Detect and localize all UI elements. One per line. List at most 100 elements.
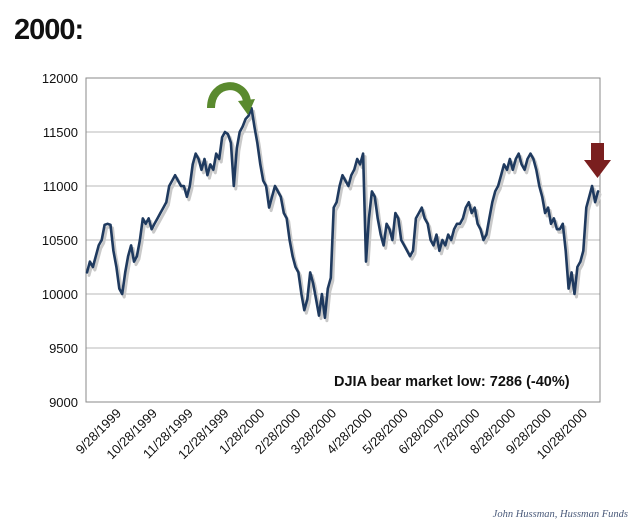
data-point [259, 163, 262, 166]
data-point [406, 250, 408, 252]
data-point [159, 212, 162, 214]
data-point [535, 169, 538, 171]
data-point [435, 233, 438, 236]
data-point [376, 217, 379, 220]
data-point [479, 228, 482, 230]
series-line-shadow [87, 109, 602, 323]
data-point [391, 239, 394, 241]
data-point [327, 287, 329, 290]
data-point [221, 136, 223, 139]
data-point [412, 250, 414, 252]
data-point [127, 255, 129, 257]
data-point [573, 293, 576, 295]
data-point [191, 163, 194, 166]
data-point [497, 185, 499, 187]
data-point [456, 223, 458, 225]
y-tick-label: 12000 [42, 71, 78, 86]
data-point [165, 201, 168, 203]
data-point [418, 212, 420, 214]
data-point [236, 147, 238, 149]
data-point [347, 185, 350, 187]
y-tick-label: 9000 [49, 395, 78, 410]
data-point [115, 266, 118, 268]
data-point [300, 293, 303, 295]
data-point [212, 169, 215, 171]
data-point [109, 224, 112, 226]
data-point [520, 163, 523, 166]
data-point [318, 314, 320, 317]
data-point [303, 309, 306, 312]
data-point [368, 217, 370, 220]
data-point [321, 293, 323, 295]
data-point [291, 255, 294, 257]
data-point [183, 185, 185, 187]
data-point [485, 233, 488, 236]
data-point [579, 260, 582, 263]
data-point [359, 163, 361, 166]
data-point [203, 158, 206, 160]
y-tick-label: 11500 [43, 125, 78, 140]
data-point [438, 250, 441, 252]
data-point [306, 298, 309, 301]
data-point [350, 174, 353, 176]
data-point [209, 163, 212, 166]
data-point [262, 179, 265, 182]
data-point [156, 217, 159, 220]
data-point [441, 239, 444, 241]
data-point [103, 224, 106, 226]
data-point [503, 163, 505, 166]
data-point [168, 185, 170, 187]
data-point [171, 179, 173, 182]
data-point [224, 131, 226, 133]
data-point [112, 250, 115, 252]
data-point [100, 239, 103, 241]
data-point [459, 223, 461, 225]
data-point [277, 190, 279, 193]
data-point [230, 142, 232, 144]
data-point [162, 206, 165, 209]
data-point [297, 271, 300, 274]
data-point [353, 169, 356, 171]
data-point [118, 287, 121, 290]
data-point [189, 185, 191, 187]
data-point [423, 217, 426, 220]
series-points [86, 107, 599, 319]
data-point [89, 260, 91, 263]
data-point [86, 271, 88, 274]
data-point [133, 260, 135, 263]
data-point [429, 239, 432, 241]
data-point [515, 158, 517, 160]
data-point [309, 271, 312, 274]
data-point [550, 223, 552, 225]
data-point [512, 169, 514, 171]
data-point [244, 118, 247, 120]
y-tick-label: 10500 [42, 233, 78, 248]
data-point [271, 196, 273, 198]
data-point [268, 206, 270, 209]
data-point [473, 206, 476, 209]
data-point [385, 223, 388, 225]
data-point [97, 244, 100, 247]
data-point [247, 115, 250, 117]
data-point [362, 152, 364, 155]
curved-arrow-icon [207, 82, 255, 115]
data-point [488, 217, 491, 220]
data-point [365, 260, 367, 263]
data-point [150, 228, 153, 230]
data-point [283, 212, 285, 214]
data-point [338, 185, 341, 187]
data-point [215, 152, 217, 155]
data-point [374, 196, 376, 198]
data-point [523, 169, 526, 171]
data-point [371, 190, 373, 193]
data-point [379, 233, 382, 236]
data-point [426, 223, 429, 225]
data-point [541, 196, 543, 198]
data-point [274, 185, 276, 187]
plot-area-border [85, 77, 601, 403]
data-point [194, 152, 197, 155]
data-point [450, 239, 453, 241]
data-point [597, 190, 599, 193]
data-point [218, 158, 220, 160]
